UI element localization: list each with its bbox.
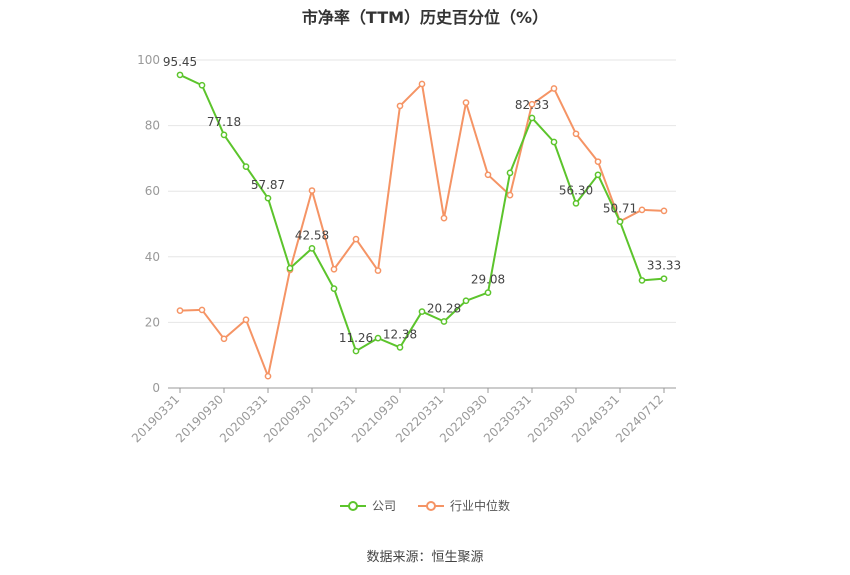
data-label: 42.58: [295, 228, 329, 242]
data-point-industry-median: [418, 80, 426, 88]
data-label: 12.38: [383, 327, 417, 341]
chart-title: 市净率（TTM）历史百分位（%）: [301, 8, 549, 27]
data-point-industry-median: [528, 100, 536, 108]
data-point-company: [198, 81, 206, 89]
data-point-company: [440, 318, 448, 325]
data-label: 33.33: [647, 259, 681, 273]
data-source: 数据来源：恒生聚源: [366, 550, 484, 565]
y-tick-label: 20: [145, 315, 160, 329]
data-point-company: [286, 264, 294, 272]
data-point-industry-median: [572, 130, 580, 138]
data-label: 82.33: [515, 98, 549, 112]
data-label: 57.87: [251, 178, 285, 192]
data-point-company: [462, 297, 470, 305]
data-point-industry-median: [330, 265, 338, 273]
data-label: 50.71: [603, 202, 637, 216]
y-tick-label: 40: [145, 250, 160, 264]
legend-label-company: 公司: [371, 499, 396, 513]
data-point-industry-median: [550, 85, 558, 92]
y-tick-label: 80: [145, 119, 160, 133]
grid-lines: [168, 59, 676, 323]
legend-item-industry-median[interactable]: 行业中位数: [418, 497, 510, 514]
data-label: 11.26: [339, 331, 373, 345]
data-point-industry-median: [198, 306, 206, 314]
axes: 0204060801002019033120190930202003312020…: [129, 53, 676, 445]
data-point-company: [616, 218, 624, 226]
data-point-industry-median: [440, 214, 448, 222]
data-point-industry-median: [396, 102, 404, 110]
data-point-industry-median: [506, 191, 514, 199]
series: [176, 71, 668, 380]
data-point-company: [528, 114, 536, 122]
legend-marker-industry-median: [418, 500, 444, 511]
y-tick-label: 60: [145, 184, 160, 198]
x-tick-label: 20240712: [613, 392, 666, 445]
data-point-company: [242, 163, 250, 170]
data-point-industry-median: [594, 158, 602, 166]
legend-marker-company: [339, 500, 366, 511]
data-point-company: [176, 71, 184, 79]
data-point-industry-median: [484, 171, 492, 179]
data-point-company: [418, 308, 426, 315]
data-label: 29.08: [471, 273, 505, 287]
data-point-industry-median: [462, 99, 470, 106]
data-point-company: [352, 347, 360, 355]
data-labels: 95.45 77.18 57.87 42.58 11.26 12.38 20.28 29.08…: [163, 55, 681, 345]
data-label: 56.30: [559, 183, 593, 197]
data-point-company: [594, 171, 602, 179]
data-point-company: [484, 289, 492, 296]
data-label: 95.45: [163, 55, 197, 69]
data-point-company: [396, 344, 404, 351]
y-tick-label: 100: [137, 53, 160, 67]
data-point-industry-median: [638, 206, 646, 214]
data-point-industry-median: [176, 307, 184, 314]
data-point-company: [374, 334, 382, 342]
series-line-industry-median: [179, 82, 665, 378]
data-point-industry-median: [264, 372, 272, 380]
data-point-company: [308, 244, 316, 252]
data-point-industry-median: [352, 235, 360, 243]
data-point-industry-median: [242, 316, 250, 324]
data-point-company: [550, 138, 558, 146]
data-point-company: [638, 277, 646, 284]
data-point-company: [220, 131, 228, 139]
data-point-industry-median: [220, 335, 228, 343]
data-label: 77.18: [207, 115, 241, 129]
y-tick-label: 0: [152, 381, 160, 395]
data-point-industry-median: [308, 187, 316, 194]
legend-label-industry-median: 行业中位数: [450, 499, 511, 513]
data-point-industry-median: [374, 267, 382, 274]
legend: 公司 行业中位数: [0, 497, 850, 514]
legend-item-company[interactable]: 公司: [339, 497, 396, 514]
data-point-company: [660, 275, 668, 283]
data-point-industry-median: [660, 207, 668, 215]
data-label: 20.28: [427, 301, 461, 315]
data-point-company: [264, 194, 272, 202]
data-point-company: [506, 169, 514, 177]
data-point-company: [330, 285, 338, 292]
data-point-company: [572, 199, 580, 207]
